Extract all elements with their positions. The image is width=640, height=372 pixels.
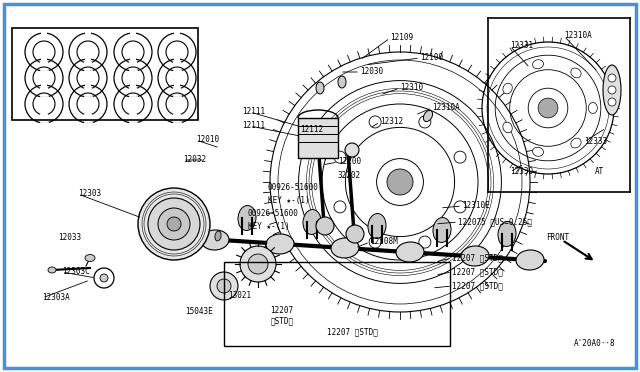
Circle shape [167, 217, 181, 231]
Text: 12109: 12109 [390, 33, 413, 42]
Bar [12, 28, 198, 120]
Text: 12207 （STD）: 12207 （STD） [452, 253, 503, 263]
Ellipse shape [588, 103, 597, 113]
Text: 12207 （STD）: 12207 （STD） [452, 267, 503, 276]
Circle shape [240, 246, 276, 282]
Circle shape [158, 208, 190, 240]
Bar [298, 118, 338, 158]
Ellipse shape [532, 60, 543, 69]
Text: 12207 （STD）: 12207 （STD） [452, 282, 503, 291]
Ellipse shape [338, 76, 346, 88]
Text: A'20A0··8: A'20A0··8 [574, 340, 616, 349]
Ellipse shape [396, 242, 424, 262]
Text: 00926-51600: 00926-51600 [268, 183, 319, 192]
Ellipse shape [48, 267, 56, 273]
Circle shape [248, 254, 268, 274]
Circle shape [138, 188, 210, 260]
Ellipse shape [303, 209, 321, 234]
Text: KEY ★-(1): KEY ★-(1) [248, 221, 290, 231]
Text: 12200: 12200 [338, 157, 361, 167]
Text: 12112: 12112 [300, 125, 323, 135]
Ellipse shape [571, 68, 581, 78]
Text: 12333: 12333 [584, 138, 607, 147]
Circle shape [608, 86, 616, 94]
Circle shape [210, 272, 238, 300]
Text: 12207
（STD）: 12207 （STD） [271, 306, 294, 326]
Text: 12310A: 12310A [432, 103, 460, 112]
Text: 13021: 13021 [228, 292, 251, 301]
Ellipse shape [532, 147, 543, 156]
Text: 12303A: 12303A [42, 294, 70, 302]
Circle shape [419, 236, 431, 248]
Text: 12330: 12330 [510, 167, 533, 176]
Circle shape [369, 236, 381, 248]
Text: 12033: 12033 [58, 234, 81, 243]
Circle shape [148, 198, 200, 250]
Circle shape [608, 74, 616, 82]
Text: AT: AT [595, 167, 604, 176]
Text: 12312: 12312 [380, 118, 403, 126]
Circle shape [334, 201, 346, 213]
Ellipse shape [238, 205, 256, 231]
Ellipse shape [85, 254, 95, 262]
Ellipse shape [266, 234, 294, 254]
Circle shape [387, 169, 413, 195]
Text: 12010: 12010 [196, 135, 219, 144]
Ellipse shape [603, 65, 621, 115]
Text: 12303C: 12303C [62, 267, 90, 276]
Text: 12030: 12030 [360, 67, 383, 77]
Text: KEY ★-(1): KEY ★-(1) [268, 196, 310, 205]
Text: 12331: 12331 [510, 42, 533, 51]
Circle shape [538, 98, 558, 118]
Circle shape [334, 151, 346, 163]
Ellipse shape [461, 246, 489, 266]
Circle shape [100, 274, 108, 282]
Text: 00926-51600: 00926-51600 [248, 209, 299, 218]
Circle shape [608, 98, 616, 106]
Ellipse shape [516, 250, 544, 270]
Text: 12111: 12111 [242, 122, 265, 131]
Text: 12100: 12100 [420, 54, 443, 62]
Circle shape [345, 143, 359, 157]
Ellipse shape [331, 238, 359, 258]
Ellipse shape [503, 122, 512, 133]
Text: 12310E: 12310E [462, 202, 490, 211]
Text: 15043E: 15043E [185, 308, 212, 317]
Bar [224, 262, 450, 346]
Ellipse shape [424, 110, 433, 122]
Text: 12310: 12310 [400, 83, 423, 93]
Circle shape [315, 133, 329, 147]
Ellipse shape [571, 138, 581, 148]
Text: 12032: 12032 [183, 155, 206, 164]
Ellipse shape [368, 214, 386, 238]
Ellipse shape [316, 82, 324, 94]
Ellipse shape [215, 231, 221, 241]
Text: 32202: 32202 [338, 171, 361, 180]
Text: 12111: 12111 [242, 108, 265, 116]
Text: 122075 （US=0.25）: 122075 （US=0.25） [458, 218, 532, 227]
Ellipse shape [503, 83, 512, 94]
Ellipse shape [498, 221, 516, 247]
Circle shape [454, 201, 466, 213]
Text: 12208M: 12208M [370, 237, 397, 247]
Circle shape [346, 225, 364, 243]
Circle shape [419, 116, 431, 128]
Circle shape [316, 217, 334, 235]
Text: 12303: 12303 [78, 189, 101, 199]
Ellipse shape [433, 218, 451, 243]
Text: FRONT: FRONT [546, 234, 569, 243]
Text: 12207 （STD）: 12207 （STD） [326, 327, 378, 337]
Text: 12310A: 12310A [564, 32, 592, 41]
Ellipse shape [201, 230, 229, 250]
Circle shape [369, 116, 381, 128]
Circle shape [217, 279, 231, 293]
Circle shape [454, 151, 466, 163]
